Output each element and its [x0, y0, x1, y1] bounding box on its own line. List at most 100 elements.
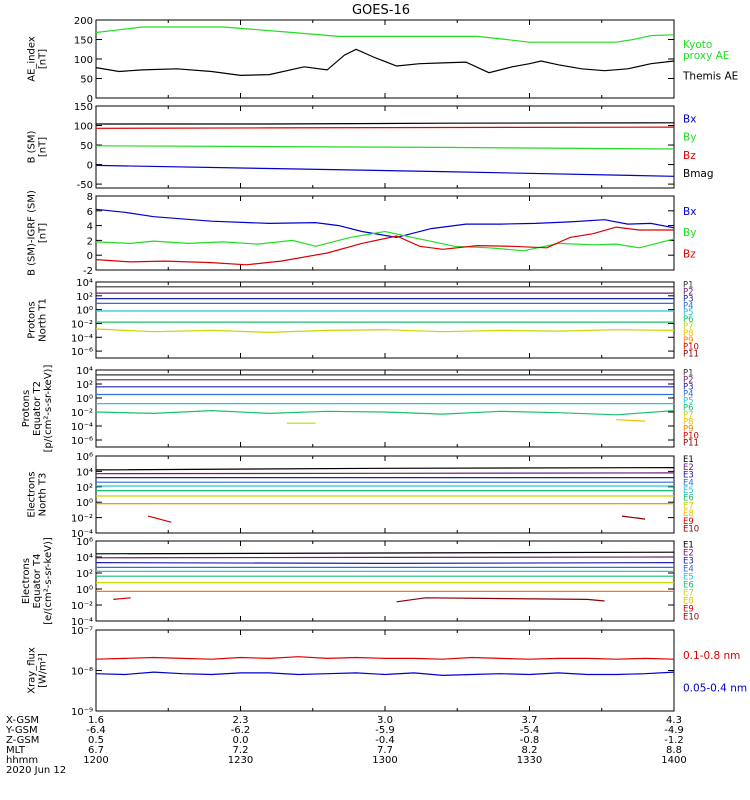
series-label: P4 — [683, 390, 694, 400]
series-label: P1 — [683, 281, 694, 291]
y-tick-label: 10⁻⁶ — [71, 436, 93, 447]
series-line-E1 — [95, 467, 675, 471]
x-axis-value: 7.2 — [233, 745, 249, 756]
series-label: Bz — [683, 248, 696, 260]
y-tick-label: 100 — [74, 122, 93, 133]
x-axis-value: -4.9 — [664, 725, 684, 736]
series-label: Bx — [683, 113, 696, 125]
series-line-P6 — [95, 409, 675, 416]
y-tick-label: 10⁴ — [76, 278, 93, 289]
series-line-E9 — [147, 515, 172, 523]
y-axis-label: Electrons — [21, 558, 32, 604]
series-label: P5 — [683, 397, 694, 407]
series-label: proxy AE — [683, 50, 729, 62]
series-label: P3 — [683, 294, 694, 304]
y-axis-label: Equator T2 — [32, 381, 43, 436]
x-axis-row-label: MLT — [6, 745, 26, 756]
panel-frame — [95, 629, 675, 712]
series-label: Themis AE — [682, 70, 738, 82]
y-tick-label: 10⁻⁴ — [71, 529, 93, 540]
series-label: E4 — [683, 478, 694, 488]
series-label: By — [683, 227, 696, 239]
series-label: P10 — [683, 343, 699, 353]
x-axis-row-label: X-GSM — [6, 715, 39, 726]
x-axis-value: 2.3 — [233, 715, 249, 726]
x-axis-value: 1330 — [517, 755, 542, 766]
series-label: E8 — [683, 596, 694, 606]
y-tick-label: 10⁰ — [76, 394, 93, 405]
x-axis-value: 1230 — [228, 755, 253, 766]
y-tick-label: 0 — [87, 94, 93, 105]
series-label: Bmag — [683, 168, 714, 180]
x-axis-value: -0.4 — [375, 735, 395, 746]
y-tick-label: 10⁻⁸ — [71, 667, 93, 678]
series-line-Bmag — [96, 122, 675, 125]
series-label: By — [683, 132, 696, 144]
y-tick-label: 10⁰ — [76, 498, 93, 509]
y-axis-label: Equator T4 — [32, 554, 43, 609]
y-tick-label: 10² — [76, 569, 93, 580]
y-axis-label: B (SM) — [27, 130, 38, 163]
y-tick-label: 10² — [76, 292, 93, 303]
y-axis-label: [nT] — [38, 137, 49, 157]
series-label: Bx — [683, 206, 696, 218]
series-line-E3 — [95, 561, 675, 565]
series-label: E1 — [683, 455, 694, 465]
y-tick-label: 10⁻⁴ — [71, 617, 93, 628]
y-tick-label: 10⁻² — [71, 514, 93, 525]
series-label: E3 — [683, 556, 694, 566]
series-label: P6 — [683, 404, 694, 414]
series-line-Bx — [95, 208, 675, 239]
y-axis-label: [nT] — [38, 223, 49, 243]
series-label: E2 — [683, 548, 694, 558]
series-label: P10 — [683, 432, 699, 442]
series-label: P7 — [683, 411, 694, 421]
series-label: P1 — [683, 369, 694, 379]
y-tick-label: 50 — [80, 141, 93, 152]
series-label: E5 — [683, 486, 694, 496]
series-label: P6 — [683, 315, 694, 325]
series-line-Bx — [95, 164, 675, 177]
series-label: P3 — [683, 383, 694, 393]
series-label: P2 — [683, 376, 694, 386]
y-tick-label: 10⁴ — [76, 366, 93, 377]
series-label: E9 — [683, 604, 694, 614]
series-line-By — [95, 145, 675, 150]
series-label: Kyoto — [683, 39, 712, 51]
series-line-By — [95, 230, 675, 252]
plot-title: GOES-16 — [352, 3, 410, 18]
series-label: P8 — [683, 418, 694, 428]
series-line-E9 — [113, 597, 131, 600]
panel-4: 10⁴ 10² 10⁰ 10⁻² 10⁻⁴ 10⁻⁶ Protons North T1 P1P2… — [27, 278, 699, 360]
series-label: P9 — [683, 425, 694, 435]
y-axis-label: [p/(cm²-s-sr-keV)] — [43, 365, 54, 453]
series-label: P5 — [683, 308, 694, 318]
series-label: P4 — [683, 301, 694, 311]
y-tick-label: 150 — [74, 102, 93, 113]
x-axis-value: 1400 — [661, 755, 686, 766]
y-tick-label: 10⁶ — [76, 452, 93, 463]
y-tick-label: 10⁰ — [76, 306, 93, 317]
series-label: E6 — [683, 494, 694, 504]
x-axis-value: 6.7 — [88, 745, 104, 756]
x-axis-value: 3.7 — [522, 715, 538, 726]
series-label: E8 — [683, 509, 694, 519]
x-axis-value: 1200 — [83, 755, 108, 766]
y-tick-label: 2 — [87, 236, 93, 247]
series-label: P7 — [683, 322, 694, 332]
panel-frame — [95, 195, 675, 271]
y-tick-label: 8 — [87, 192, 93, 203]
series-label: E4 — [683, 564, 694, 574]
y-tick-label: -2 — [83, 266, 93, 277]
y-tick-label: 10⁻⁷ — [71, 626, 93, 637]
y-axis-label: [W/m²] — [38, 653, 49, 688]
x-axis-row-label: Y-GSM — [5, 725, 38, 736]
panel-5: 10⁴ 10² 10⁰ 10⁻² 10⁻⁴ 10⁻⁶ Protons Equator T2 [p… — [21, 365, 699, 453]
y-tick-label: 6 — [87, 207, 93, 218]
x-axis-value: -1.2 — [664, 735, 684, 746]
panel-2: 150 100 50 0 -50 B (SM) [nT] Bx By Bz Bmag — [27, 102, 714, 191]
